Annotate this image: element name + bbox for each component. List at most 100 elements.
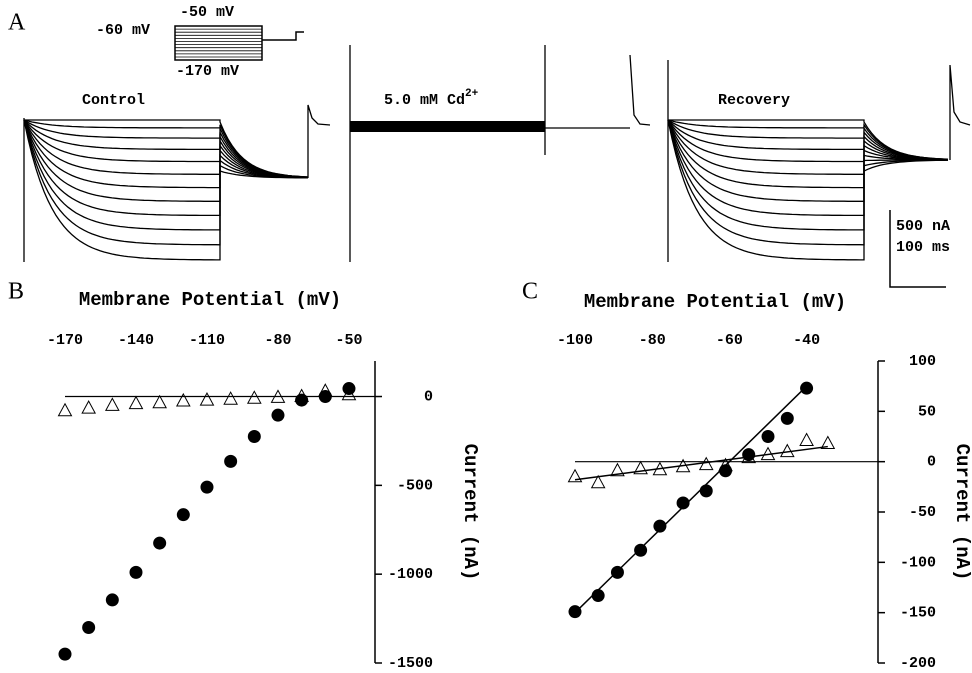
data-point — [58, 647, 72, 661]
data-point — [224, 454, 238, 468]
trace — [349, 45, 651, 262]
data-point — [81, 400, 97, 414]
panel-label: C — [522, 279, 538, 305]
trace — [667, 119, 949, 202]
data-point — [676, 496, 690, 510]
data-point — [779, 443, 795, 458]
protocol-steps — [175, 28, 262, 58]
data-point — [741, 449, 757, 464]
data-point — [567, 468, 583, 483]
data-point — [568, 605, 582, 619]
x-tick-label: -100 — [557, 332, 593, 349]
trace — [23, 119, 309, 231]
y-tick-label: -1500 — [388, 655, 433, 672]
x-tick-label: -170 — [47, 332, 83, 349]
trace — [23, 119, 309, 202]
y-tick-label: 100 — [909, 353, 936, 370]
trace — [667, 119, 949, 261]
trace — [23, 119, 309, 178]
x-tick-label: -140 — [118, 332, 154, 349]
trace — [24, 119, 309, 178]
trace-label: Control — [82, 92, 145, 109]
trace-band — [350, 121, 545, 132]
x-tick-label: -80 — [264, 332, 291, 349]
y-tick-label: -100 — [900, 554, 936, 571]
trace — [23, 119, 309, 178]
data-point — [199, 392, 215, 406]
trace — [667, 119, 949, 160]
trace — [667, 119, 949, 246]
data-point — [153, 536, 167, 550]
data-point — [341, 386, 357, 401]
y-tick-label: -50 — [909, 504, 936, 521]
trace — [23, 119, 309, 261]
fit-line — [574, 445, 828, 481]
data-point — [760, 446, 776, 461]
x-tick-label: -50 — [335, 332, 362, 349]
data-point — [590, 474, 606, 489]
data-point — [247, 430, 261, 443]
step-bottom-label: -170 mV — [176, 63, 239, 80]
y-axis-title: Current (nA) — [951, 444, 972, 581]
data-point — [742, 448, 756, 462]
data-point — [800, 381, 814, 395]
data-point — [610, 462, 625, 477]
x-tick-label: -40 — [793, 332, 820, 349]
trace — [667, 119, 949, 175]
data-point — [675, 458, 691, 473]
trace — [667, 119, 948, 217]
trace — [667, 119, 949, 189]
data-point — [294, 388, 309, 403]
data-point — [104, 397, 120, 411]
current-traces — [23, 45, 971, 262]
step-top-label: -50 mV — [180, 4, 234, 21]
data-point — [176, 508, 190, 522]
x-axis-title: Membrane Potential (mV) — [584, 291, 846, 313]
trace — [667, 119, 949, 163]
data-point — [633, 460, 648, 475]
trace-label: 5.0 mM Cd2+ — [384, 88, 479, 109]
scale-bar — [889, 210, 946, 288]
y-tick-label: -200 — [900, 655, 936, 672]
panel-label: A — [8, 10, 26, 36]
data-point — [820, 435, 836, 450]
protocol-box — [174, 25, 263, 61]
trace-label: Recovery — [718, 92, 790, 109]
trace — [23, 104, 331, 262]
trace-label-text: 5.0 mM Cd — [384, 92, 465, 109]
data-point — [699, 484, 713, 498]
data-point — [653, 519, 667, 533]
data-point — [57, 402, 73, 417]
y-tick-label: 0 — [424, 388, 433, 405]
trace — [23, 119, 309, 178]
data-point — [610, 565, 624, 579]
data-point — [105, 593, 119, 607]
y-tick-label: 50 — [918, 403, 936, 420]
trace — [23, 119, 309, 246]
panel-label: B — [8, 279, 24, 305]
trace — [667, 119, 949, 161]
data-point — [128, 395, 144, 410]
x-tick-label: -60 — [716, 332, 743, 349]
scale-label: 100 ms — [896, 239, 950, 256]
data-point — [799, 432, 814, 447]
data-point — [270, 389, 286, 403]
data-point — [295, 393, 309, 407]
holding-label: -60 mV — [96, 22, 150, 39]
trace — [667, 119, 948, 231]
trace — [667, 60, 971, 262]
data-point — [317, 383, 333, 397]
x-tick-label: -110 — [189, 332, 225, 349]
data-point — [591, 589, 605, 603]
data-point — [200, 480, 214, 494]
data-point — [271, 408, 285, 422]
x-axis-title: Membrane Potential (mV) — [79, 289, 341, 311]
data-point — [175, 392, 191, 407]
trace — [23, 119, 309, 178]
data-point — [698, 456, 714, 471]
trace — [667, 119, 949, 160]
y-axis-title: Current (nA) — [459, 444, 481, 581]
fit-line — [574, 385, 808, 614]
y-tick-label: 0 — [927, 454, 936, 471]
